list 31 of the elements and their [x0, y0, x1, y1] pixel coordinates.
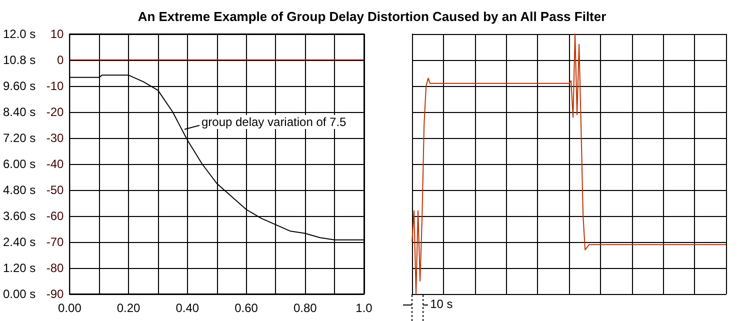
y-tick-label: 10.8 s: [2, 53, 36, 67]
x-tick-label: 0.80: [293, 301, 318, 315]
y-tick-label: 12.0 s: [2, 27, 36, 41]
y-tick-label: 0.00 s: [2, 287, 36, 301]
y2-tick-label: -90: [46, 287, 64, 301]
annotation: group delay variation of 7.5: [200, 115, 348, 130]
y2-tick-label: 0: [57, 53, 64, 67]
x-tick-label: 0.20: [116, 301, 141, 315]
y2-tick-label: -40: [46, 157, 64, 171]
x-tick-label: 1.0: [356, 301, 373, 315]
y-tick-label: 8.40 s: [2, 105, 36, 119]
y-tick-label: 1.20 s: [2, 261, 36, 275]
y-tick-label: 7.20 s: [2, 131, 36, 145]
y2-tick-label: -70: [46, 235, 64, 249]
y2-tick-label: -20: [46, 105, 64, 119]
y-tick-label: 4.80 s: [2, 183, 36, 197]
y-tick-label: 3.60 s: [2, 209, 36, 223]
y2-tick-label: -30: [46, 131, 64, 145]
y2-tick-label: 10: [50, 27, 64, 41]
y2-tick-label: -10: [46, 79, 64, 93]
y2-tick-label: -50: [46, 183, 64, 197]
x-tick-label: 0.40: [176, 301, 200, 315]
y2-tick-label: -60: [46, 209, 64, 223]
y2-tick-label: -80: [46, 261, 64, 275]
y-tick-label: 2.40 s: [2, 235, 36, 249]
chart-title: An Extreme Example of Group Delay Distortion Caused by an All Pass Filter: [136, 9, 608, 24]
y-tick-label: 9.60 s: [2, 79, 36, 93]
text: 10 s: [429, 297, 454, 311]
y-tick-label: 6.00 s: [2, 157, 36, 171]
x-tick-label: 0.00: [58, 301, 82, 315]
x-tick-label: 0.60: [234, 301, 258, 315]
